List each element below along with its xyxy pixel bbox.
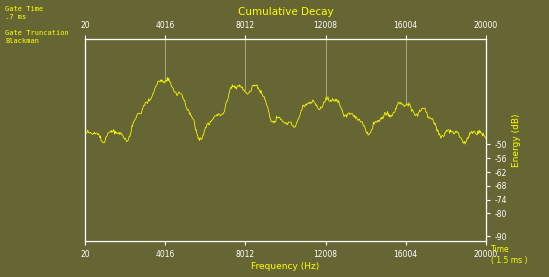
Y-axis label: Energy (dB): Energy (dB) [512, 113, 520, 167]
Text: Time
( 1.5 ms ): Time ( 1.5 ms ) [491, 245, 528, 265]
X-axis label: Frequency (Hz): Frequency (Hz) [251, 262, 320, 271]
X-axis label: Cumulative Decay: Cumulative Decay [238, 7, 333, 17]
Text: Gate Time
.7 ms

Gate Truncation
Blackman: Gate Time .7 ms Gate Truncation Blackman [5, 6, 69, 43]
